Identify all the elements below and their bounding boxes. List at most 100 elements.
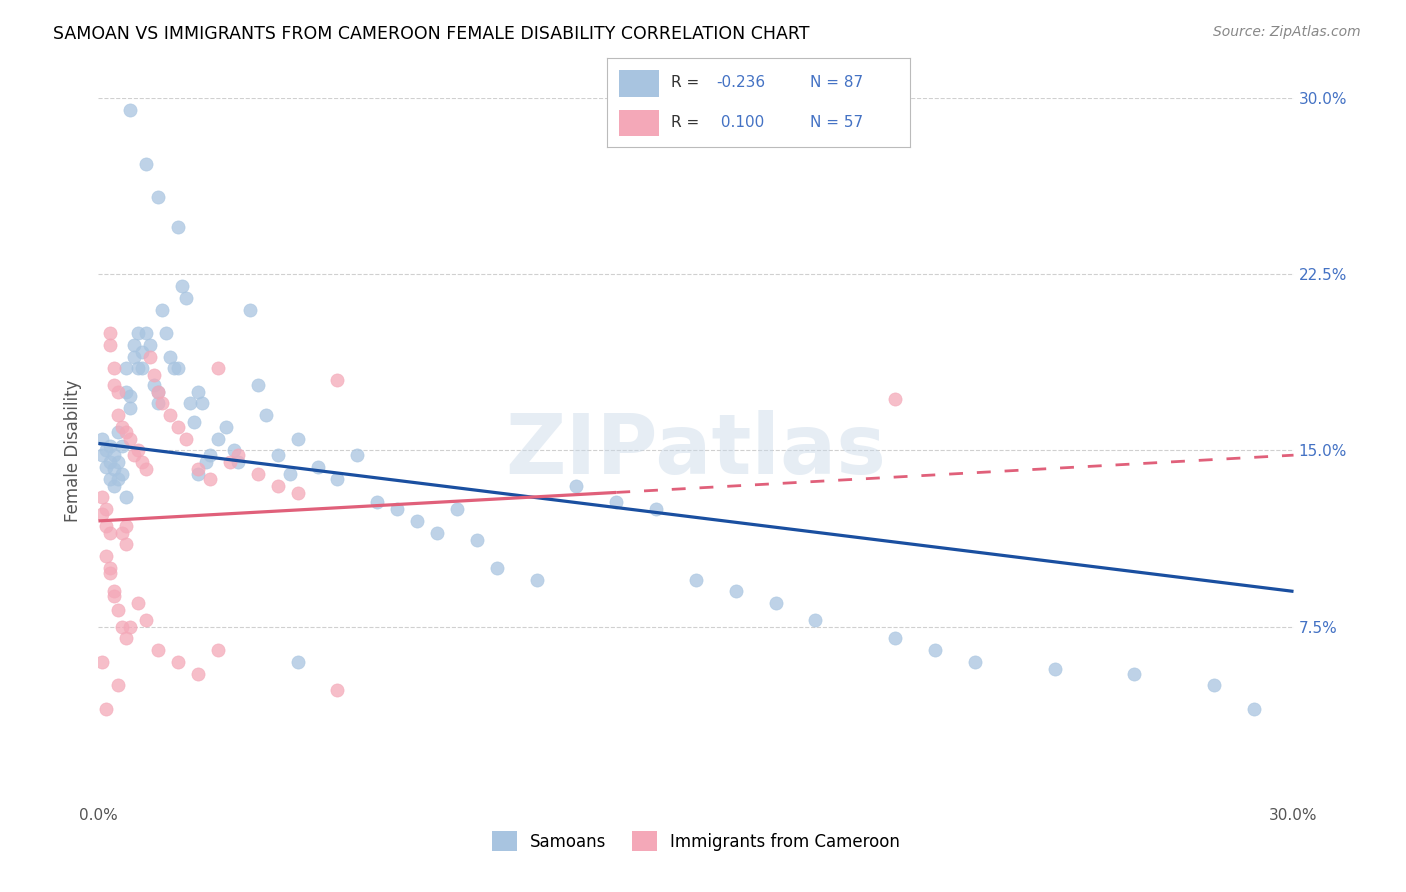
- Point: [115, 491, 138, 505]
- Point: [98, 472, 122, 486]
- Point: [191, 396, 214, 410]
- Point: [222, 443, 245, 458]
- Point: [103, 377, 125, 392]
- Point: [124, 350, 146, 364]
- Point: [195, 455, 218, 469]
- Point: [187, 384, 209, 399]
- Point: [565, 478, 588, 492]
- Point: [107, 455, 129, 469]
- Point: [174, 432, 197, 446]
- Point: [207, 643, 229, 657]
- Point: [120, 389, 142, 403]
- Point: [127, 443, 149, 458]
- Point: [287, 432, 309, 446]
- Point: [98, 337, 122, 351]
- Point: [103, 462, 125, 476]
- Point: [115, 518, 138, 533]
- Point: [91, 448, 114, 462]
- Point: [143, 368, 166, 383]
- Point: [124, 448, 146, 462]
- Point: [426, 525, 449, 540]
- Point: [98, 326, 122, 340]
- Point: [107, 425, 129, 439]
- Point: [91, 491, 114, 505]
- Point: [135, 157, 157, 171]
- Point: [103, 589, 125, 603]
- Point: [198, 472, 221, 486]
- Point: [135, 326, 157, 340]
- Point: [131, 361, 153, 376]
- Point: [107, 384, 129, 399]
- Point: [91, 432, 114, 446]
- Point: [120, 401, 142, 416]
- Text: R =: R =: [671, 76, 704, 90]
- Point: [385, 502, 409, 516]
- Point: [148, 396, 170, 410]
- Point: [98, 439, 122, 453]
- Point: [135, 462, 157, 476]
- Point: [124, 337, 146, 351]
- Point: [111, 439, 134, 453]
- Text: 0.100: 0.100: [716, 115, 765, 129]
- Point: [167, 220, 190, 235]
- Point: [366, 495, 388, 509]
- Point: [187, 462, 209, 476]
- Text: -0.236: -0.236: [716, 76, 765, 90]
- Point: [96, 459, 118, 474]
- Point: [111, 467, 134, 481]
- Point: [685, 573, 707, 587]
- Point: [406, 514, 429, 528]
- Point: [187, 666, 209, 681]
- Point: [103, 478, 125, 492]
- Point: [884, 632, 907, 646]
- Point: [172, 279, 194, 293]
- Point: [120, 103, 142, 117]
- Point: [724, 584, 747, 599]
- Point: [226, 448, 249, 462]
- Text: ZIPatlas: ZIPatlas: [506, 410, 886, 491]
- Point: [526, 573, 548, 587]
- Point: [107, 678, 129, 692]
- Point: [215, 420, 238, 434]
- Point: [267, 448, 290, 462]
- Point: [107, 472, 129, 486]
- Point: [98, 525, 122, 540]
- Point: [135, 613, 157, 627]
- Point: [96, 702, 118, 716]
- Point: [91, 655, 114, 669]
- Point: [326, 373, 349, 387]
- Point: [115, 632, 138, 646]
- Point: [167, 361, 190, 376]
- Point: [485, 561, 508, 575]
- Point: [645, 502, 668, 516]
- Point: [150, 396, 173, 410]
- Text: R =: R =: [671, 115, 704, 129]
- Point: [287, 485, 309, 500]
- Point: [96, 443, 118, 458]
- Point: [179, 396, 201, 410]
- Point: [163, 361, 186, 376]
- Point: [246, 467, 269, 481]
- Point: [159, 408, 181, 422]
- Point: [207, 432, 229, 446]
- Point: [148, 643, 170, 657]
- Point: [143, 377, 166, 392]
- Point: [174, 291, 197, 305]
- Point: [924, 643, 946, 657]
- Point: [1043, 662, 1066, 676]
- Point: [804, 613, 827, 627]
- Point: [198, 448, 221, 462]
- Point: [98, 561, 122, 575]
- Point: [159, 350, 181, 364]
- Point: [1202, 678, 1225, 692]
- Point: [120, 432, 142, 446]
- Point: [446, 502, 468, 516]
- Point: [111, 619, 134, 633]
- FancyBboxPatch shape: [620, 70, 659, 97]
- Point: [183, 415, 205, 429]
- Point: [884, 392, 907, 406]
- Point: [139, 350, 162, 364]
- Point: [150, 302, 173, 317]
- Point: [1123, 666, 1146, 681]
- Point: [127, 361, 149, 376]
